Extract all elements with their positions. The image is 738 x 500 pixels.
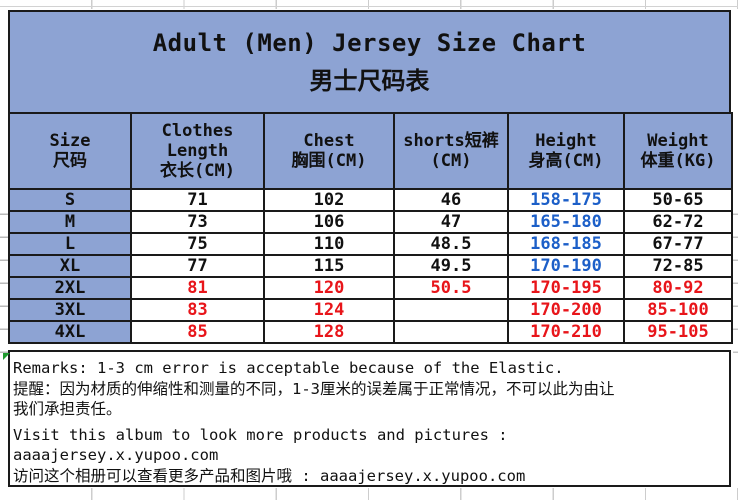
- cell-chest: 110: [263, 232, 395, 256]
- remarks-block: Remarks: 1-3 cm error is acceptable beca…: [8, 350, 731, 487]
- cell-size: L: [8, 232, 132, 256]
- table-row-4xl: 4XL 85 128 170-210 95-105: [8, 320, 733, 344]
- column-header-clothes-length: Clothes Length 衣长(CM): [130, 112, 265, 190]
- table-row-2xl: 2XL 81 120 50.5 170-195 80-92: [8, 276, 733, 300]
- cell-weight: 85-100: [623, 298, 733, 322]
- cell-weight: 50-65: [623, 188, 733, 212]
- table-row-xl: XL 77 115 49.5 170-190 72-85: [8, 254, 733, 278]
- spreadsheet-gridlines-left: [0, 192, 8, 353]
- spreadsheet-gridlines-right: [733, 192, 738, 353]
- cell-shorts: 48.5: [393, 232, 509, 256]
- cell-shorts: 47: [393, 210, 509, 234]
- remark-line-chinese-2: 我们承担责任。: [13, 400, 122, 418]
- cell-chest: 120: [263, 276, 395, 300]
- cell-height: 158-175: [507, 188, 625, 212]
- spreadsheet-gridlines-top: [0, 0, 738, 9]
- cell-shorts: [393, 320, 509, 344]
- cell-clothes-length: 73: [130, 210, 265, 234]
- cell-clothes-length: 77: [130, 254, 265, 278]
- table-row-3xl: 3XL 83 124 170-200 85-100: [8, 298, 733, 322]
- cell-shorts: 50.5: [393, 276, 509, 300]
- cell-chest: 106: [263, 210, 395, 234]
- cell-size: 4XL: [8, 320, 132, 344]
- visit-line-english: Visit this album to look more products a…: [13, 425, 508, 444]
- cell-height: 165-180: [507, 210, 625, 234]
- remark-line-english: Remarks: 1-3 cm error is acceptable beca…: [13, 359, 564, 377]
- cell-chest: 128: [263, 320, 395, 344]
- size-chart-table: Size 尺码 Clothes Length 衣长(CM) Chest 胸围(C…: [8, 112, 733, 344]
- cell-shorts: 46: [393, 188, 509, 212]
- cell-height: 168-185: [507, 232, 625, 256]
- column-header-height: Height 身高(CM): [507, 112, 625, 190]
- cell-height: 170-195: [507, 276, 625, 300]
- cell-weight: 62-72: [623, 210, 733, 234]
- cell-clothes-length: 83: [130, 298, 265, 322]
- spreadsheet-gridlines-bottom: [0, 488, 738, 500]
- cell-height: 170-200: [507, 298, 625, 322]
- cell-clothes-length: 71: [130, 188, 265, 212]
- remark-line-chinese-1: 提醒：因为材质的伸缩性和测量的不同，1-3厘米的误差属于正常情况，不可以此为由让: [13, 379, 615, 398]
- column-header-size: Size 尺码: [8, 112, 132, 190]
- cell-chest: 102: [263, 188, 395, 212]
- visit-line-chinese: 访问这个相册可以查看更多产品和图片哦 : aaaajersey.x.yupoo.…: [13, 466, 526, 485]
- cell-weight: 67-77: [623, 232, 733, 256]
- cell-clothes-length: 81: [130, 276, 265, 300]
- cell-size: S: [8, 188, 132, 212]
- chart-title-english: Adult (Men) Jersey Size Chart: [152, 28, 587, 57]
- cell-chest: 115: [263, 254, 395, 278]
- chart-title-block: Adult (Men) Jersey Size Chart 男士尺码表: [8, 10, 731, 114]
- column-header-chest: Chest 胸围(CM): [263, 112, 395, 190]
- cell-size: XL: [8, 254, 132, 278]
- header-row: Size 尺码 Clothes Length 衣长(CM) Chest 胸围(C…: [8, 112, 733, 190]
- cell-size: 2XL: [8, 276, 132, 300]
- album-url: aaaajersey.x.yupoo.com: [13, 446, 219, 464]
- cell-height: 170-210: [507, 320, 625, 344]
- cell-weight: 80-92: [623, 276, 733, 300]
- cell-weight: 95-105: [623, 320, 733, 344]
- cell-height: 170-190: [507, 254, 625, 278]
- table-row-l: L 75 110 48.5 168-185 67-77: [8, 232, 733, 256]
- chart-title-chinese: 男士尺码表: [309, 66, 430, 95]
- cell-shorts: [393, 298, 509, 322]
- cell-size: M: [8, 210, 132, 234]
- column-header-shorts: shorts短裤 (CM): [393, 112, 509, 190]
- cell-size: 3XL: [8, 298, 132, 322]
- cell-shorts: 49.5: [393, 254, 509, 278]
- cell-corner-marker-icon: [3, 353, 10, 360]
- cell-clothes-length: 75: [130, 232, 265, 256]
- cell-clothes-length: 85: [130, 320, 265, 344]
- cell-chest: 124: [263, 298, 395, 322]
- table-row-m: M 73 106 47 165-180 62-72: [8, 210, 733, 234]
- table-row-s: S 71 102 46 158-175 50-65: [8, 188, 733, 212]
- column-header-weight: Weight 体重(KG): [623, 112, 733, 190]
- cell-weight: 72-85: [623, 254, 733, 278]
